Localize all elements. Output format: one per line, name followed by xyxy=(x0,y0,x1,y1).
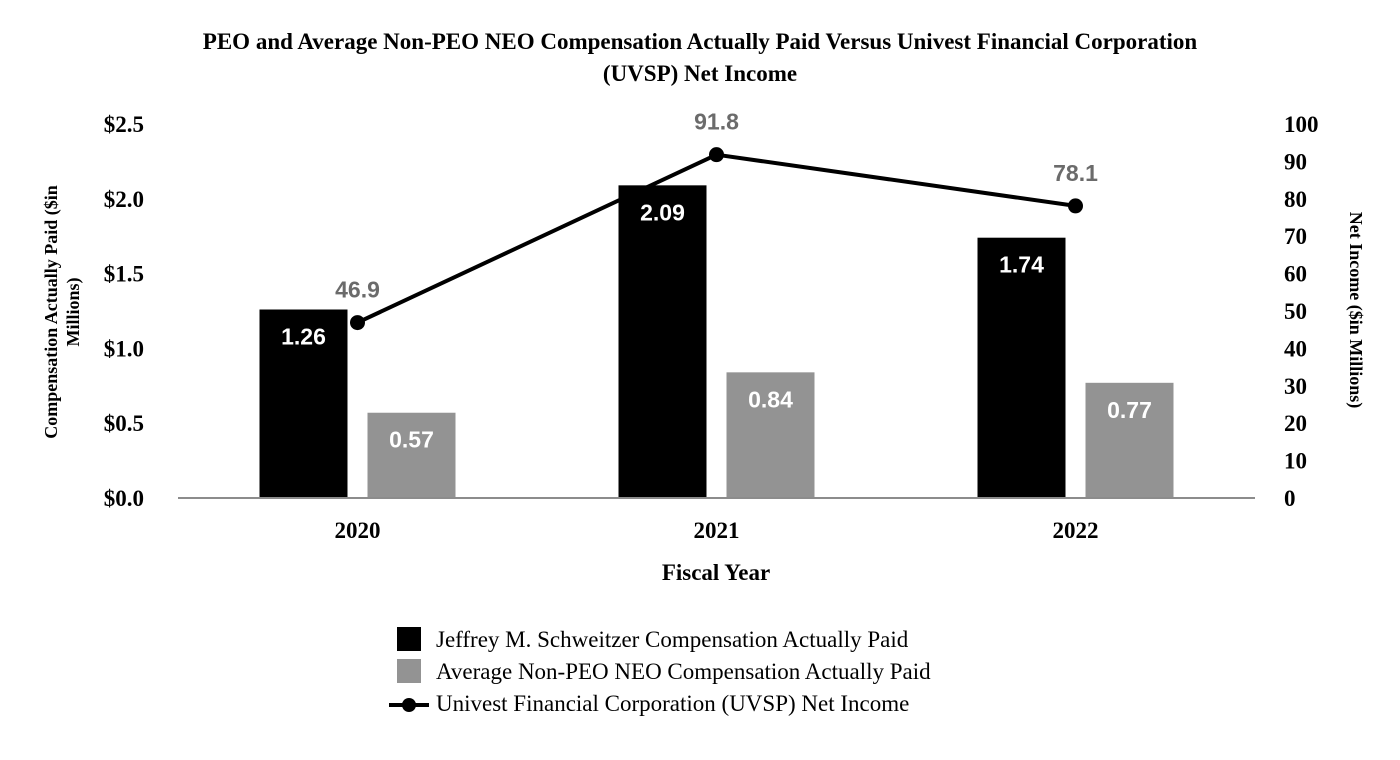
bar-label-peo: 2.09 xyxy=(640,199,685,225)
bar-label-peo: 1.74 xyxy=(999,252,1044,278)
bar-peo xyxy=(259,309,348,498)
chart-title: PEO and Average Non-PEO NEO Compensation… xyxy=(203,29,1198,86)
bar-peo xyxy=(977,237,1066,499)
y2-tick-label: 100 xyxy=(1284,112,1319,137)
y2-tick-label: 20 xyxy=(1284,411,1307,436)
bar-non-peo xyxy=(726,372,815,498)
y-tick-label: $0.5 xyxy=(104,411,144,436)
y2-axis-label: Net Income ($in Millions) xyxy=(1345,212,1366,408)
x-tick-label: 2021 xyxy=(694,518,740,543)
bar-series-group: 1.26 0.57 2.09 0.84 1.74 0.77 xyxy=(259,185,1174,499)
legend-label-peo: Jeffrey M. Schweitzer Compensation Actua… xyxy=(436,627,909,652)
y2-axis-ticks: 0 10 20 30 40 50 60 70 80 90 100 xyxy=(1284,112,1319,511)
y2-tick-label: 60 xyxy=(1284,262,1307,287)
net-income-data-label: 91.8 xyxy=(694,109,739,135)
net-income-data-label: 46.9 xyxy=(335,277,380,303)
y-axis-label-line-1: Compensation Actually Paid ($in xyxy=(41,185,62,439)
y2-tick-label: 40 xyxy=(1284,336,1307,361)
legend-swatch-peo xyxy=(397,627,421,651)
legend-marker-net-income xyxy=(402,698,416,712)
legend-label-non-peo: Average Non-PEO NEO Compensation Actuall… xyxy=(436,659,931,684)
x-axis-ticks: 2020 2021 2022 xyxy=(335,518,1099,543)
y-tick-label: $0.0 xyxy=(104,486,144,511)
y-axis-label: Compensation Actually Paid ($in Millions… xyxy=(41,185,84,439)
y2-tick-label: 90 xyxy=(1284,149,1307,174)
y2-tick-label: 0 xyxy=(1284,486,1296,511)
bar-label-non-peo: 0.77 xyxy=(1107,397,1152,423)
y2-tick-label: 70 xyxy=(1284,224,1307,249)
chart-title-line-2: (UVSP) Net Income xyxy=(603,61,797,86)
y-tick-label: $1.5 xyxy=(104,262,144,287)
net-income-line xyxy=(356,152,1076,325)
y2-tick-label: 10 xyxy=(1284,449,1307,474)
x-tick-label: 2022 xyxy=(1053,518,1099,543)
y2-tick-label: 50 xyxy=(1284,299,1307,324)
net-income-point xyxy=(1068,198,1083,214)
net-income-point xyxy=(709,147,724,163)
y-axis-ticks: $0.0 $0.5 $1.0 $1.5 $2.0 $2.5 xyxy=(104,112,144,511)
bar-label-peo: 1.26 xyxy=(281,324,326,350)
x-axis-label: Fiscal Year xyxy=(662,560,770,585)
legend-swatch-non-peo xyxy=(397,659,421,683)
bar-peo xyxy=(618,185,707,498)
legend-label-net-income: Univest Financial Corporation (UVSP) Net… xyxy=(436,691,909,716)
x-tick-label: 2020 xyxy=(335,518,381,543)
y-tick-label: $2.0 xyxy=(104,187,144,212)
net-income-point xyxy=(350,315,365,331)
bar-label-non-peo: 0.57 xyxy=(389,427,434,453)
y-tick-label: $1.0 xyxy=(104,336,144,361)
legend: Jeffrey M. Schweitzer Compensation Actua… xyxy=(389,627,931,716)
y-axis-label-line-2: Millions) xyxy=(63,277,84,346)
y2-tick-label: 80 xyxy=(1284,187,1307,212)
net-income-data-label: 78.1 xyxy=(1053,160,1098,186)
bar-non-peo xyxy=(367,412,456,498)
bar-label-non-peo: 0.84 xyxy=(748,386,793,412)
y2-tick-label: 30 xyxy=(1284,374,1307,399)
y-tick-label: $2.5 xyxy=(104,112,144,137)
line-series-group: 46.9 91.8 78.1 xyxy=(335,109,1098,331)
chart-title-line-1: PEO and Average Non-PEO NEO Compensation… xyxy=(203,29,1198,54)
bar-non-peo xyxy=(1085,382,1174,498)
